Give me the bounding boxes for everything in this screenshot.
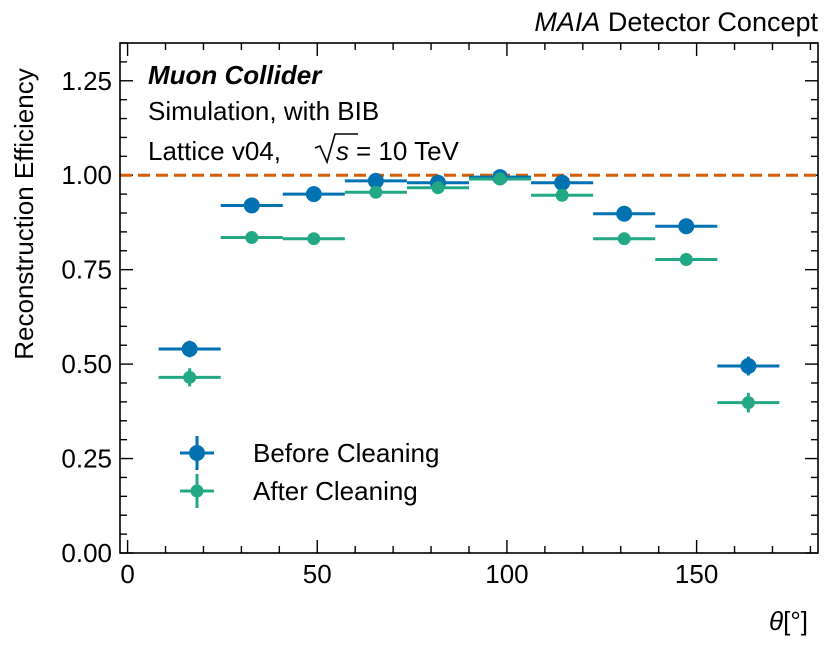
plot-frame [119, 42, 819, 554]
chart-title-rest: Detector Concept [600, 7, 818, 37]
y-tick-label: 0.25 [61, 444, 112, 474]
data-point [741, 396, 755, 410]
data-point [243, 197, 260, 214]
data-point [678, 218, 695, 235]
data-point [305, 186, 322, 203]
y-tick-label: 1.00 [61, 160, 112, 190]
legend-label-before: Before Cleaning [253, 438, 439, 468]
y-tick-label: 0.50 [61, 349, 112, 379]
legend-dot [190, 484, 204, 498]
x-tick-label: 100 [485, 559, 528, 589]
legend-marker-after [180, 474, 214, 508]
legend: Before Cleaning After Cleaning [180, 436, 439, 508]
data-point [493, 172, 507, 186]
data-point [554, 174, 571, 191]
annotation-lattice-prefix: Lattice v04, [148, 136, 281, 166]
x-axis-label: θ[°] [769, 606, 808, 636]
data-point [740, 358, 757, 374]
chart-title: MAIA Detector Concept [534, 7, 818, 37]
data-point [617, 232, 631, 246]
sqrt-sign [314, 133, 358, 165]
annotation-lattice: Lattice v04, s = 10 TeV [148, 133, 460, 166]
data-point [679, 252, 693, 266]
x-axis-label-symbol: θ [769, 606, 783, 636]
data-point [555, 188, 569, 202]
x-tick-label: 50 [303, 559, 332, 589]
y-axis-label: Reconstruction Efficiency [9, 68, 39, 359]
legend-marker-before [180, 436, 214, 470]
y-tick-label: 0.00 [61, 538, 112, 568]
series-after-cleaning [158, 172, 780, 413]
series-before-cleaning [158, 169, 780, 376]
y-tick-label: 0.75 [61, 255, 112, 285]
y-tick-label: 1.25 [61, 66, 112, 96]
data-point [181, 341, 198, 357]
data-point [369, 185, 383, 199]
x-tick-label: 0 [120, 559, 134, 589]
data-point [616, 205, 633, 222]
data-point [183, 370, 197, 384]
data-point [245, 231, 259, 245]
data-point [307, 232, 321, 246]
legend-dot [189, 445, 205, 461]
data-point [431, 181, 445, 195]
data-series [158, 169, 780, 413]
legend-label-after: After Cleaning [253, 476, 418, 506]
chart-title-italic: MAIA [534, 7, 600, 37]
data-point [367, 172, 384, 189]
annotation-energy: = 10 TeV [356, 136, 460, 166]
annotation-simulation: Simulation, with BIB [148, 96, 379, 126]
x-axis-label-unit: [°] [783, 606, 808, 636]
x-tick-label: 150 [675, 559, 718, 589]
axis-ticks: 0 50 100 150 0.00 0.25 0.50 0.75 1.00 1.25 [61, 42, 818, 589]
annotation-experiment: Muon Collider [148, 60, 323, 90]
annotation-sqrt-s: s [336, 136, 349, 166]
